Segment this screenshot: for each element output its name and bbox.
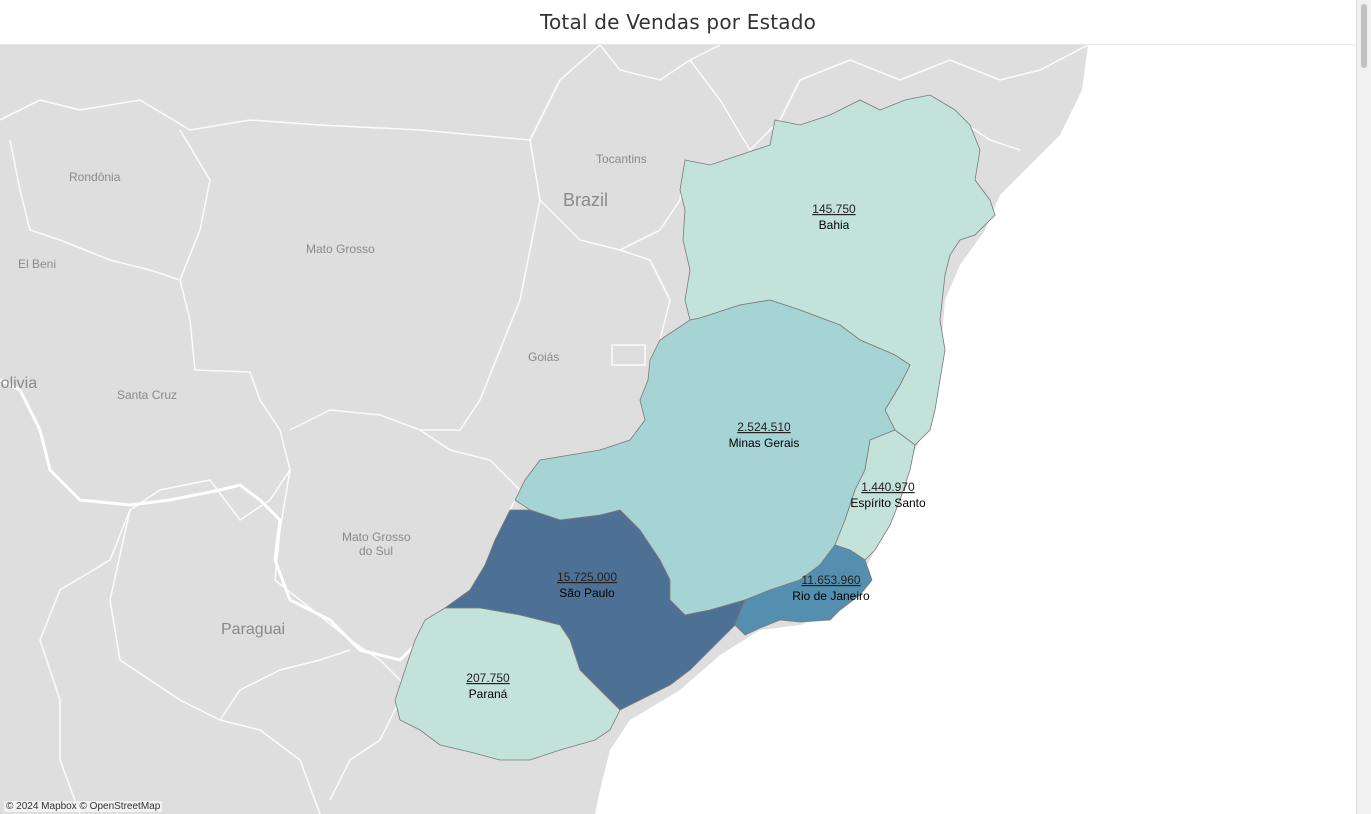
state-rio-de-janeiro[interactable] (734, 544, 873, 636)
map-attribution[interactable]: © 2024 Mapbox © OpenStreetMap (4, 801, 163, 812)
label-el-beni: El Beni (18, 257, 56, 271)
label-mato-grosso-do-sul-1: Mato Grosso (342, 530, 411, 544)
title-bar: Total de Vendas por Estado (0, 0, 1356, 45)
name-label-bahia: Bahia (819, 218, 850, 232)
value-label-sao-paulo: 15.725.000 (557, 570, 617, 584)
label-tocantins: Tocantins (596, 152, 647, 166)
value-label-bahia: 145.750 (812, 202, 856, 216)
name-label-parana: Paraná (469, 687, 508, 701)
value-label-espirito-santo: 1.440.970 (861, 480, 915, 494)
label-paraguai: Paraguai (221, 621, 285, 638)
name-label-minas-gerais: Minas Gerais (729, 436, 800, 450)
map-area[interactable]: Brazil Tocantins Rondônia Mato Grosso El… (0, 45, 1356, 814)
value-label-rio-de-janeiro: 11.653.960 (801, 573, 860, 587)
name-label-espirito-santo: Espírito Santo (850, 496, 926, 510)
name-label-rio-de-janeiro: Rio de Janeiro (792, 589, 870, 603)
label-goias: Goiás (528, 350, 559, 364)
vertical-scrollbar[interactable] (1356, 0, 1371, 814)
label-mato-grosso: Mato Grosso (306, 242, 375, 256)
state-parana[interactable] (394, 607, 621, 761)
value-label-minas-gerais: 2.524.510 (737, 420, 791, 434)
country-border (0, 378, 422, 662)
label-santa-cruz: Santa Cruz (117, 388, 177, 402)
map-svg[interactable]: Brazil Tocantins Rondônia Mato Grosso El… (0, 45, 1356, 814)
label-brazil: Brazil (563, 190, 608, 210)
name-label-sao-paulo: São Paulo (559, 586, 615, 600)
chart-title: Total de Vendas por Estado (539, 10, 817, 34)
label-bolivia: Bolivia (0, 375, 37, 392)
label-rondonia: Rondônia (69, 170, 121, 184)
scrollbar-thumb[interactable] (1361, 4, 1367, 68)
state-espirito-santo[interactable] (834, 429, 916, 561)
label-mato-grosso-do-sul-2: do Sul (359, 544, 393, 558)
value-label-parana: 207.750 (466, 671, 510, 685)
